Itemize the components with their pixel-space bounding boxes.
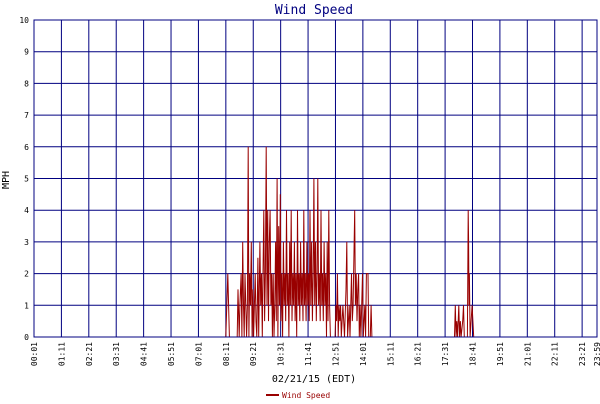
- y-tick-label: 4: [24, 206, 29, 215]
- x-tick-label: 23:21: [578, 342, 587, 366]
- y-tick-label: 7: [24, 111, 29, 120]
- grid-lines: [34, 20, 597, 337]
- y-tick-label: 3: [24, 238, 29, 247]
- x-tick-label: 04:41: [140, 342, 149, 366]
- x-tick-label: 12:51: [331, 342, 340, 366]
- x-tick-label: 07:01: [194, 342, 203, 366]
- y-tick-label: 2: [24, 270, 29, 279]
- x-tick-label: 15:11: [386, 342, 395, 366]
- x-tick-label: 14:01: [359, 342, 368, 366]
- y-tick-label: 9: [24, 48, 29, 57]
- x-tick-label: 23:59: [593, 342, 600, 366]
- x-tick-label: 11:41: [304, 342, 313, 366]
- y-tick-label: 8: [24, 79, 29, 88]
- plot-frame: [33, 19, 598, 338]
- x-tick-label: 01:11: [57, 342, 66, 366]
- x-tick-label: 17:31: [441, 342, 450, 366]
- x-tick-label: 21:01: [523, 342, 532, 366]
- y-axis-label: MPH: [1, 171, 12, 189]
- y-tick-label: 5: [24, 175, 29, 184]
- legend: Wind Speed: [266, 391, 330, 400]
- y-tick-labels: 0 1 2 3 4 5 6 7 8 9 10: [19, 16, 29, 342]
- x-tick-label: 19:51: [496, 342, 505, 366]
- x-tick-label: 09:21: [249, 342, 258, 366]
- x-tick-label: 03:31: [112, 342, 121, 366]
- legend-label-wind-speed: Wind Speed: [282, 391, 330, 400]
- x-tick-label: 02:21: [85, 342, 94, 366]
- y-tick-label: 0: [24, 333, 29, 342]
- x-tick-label: 10:31: [277, 342, 286, 366]
- y-tick-label: 10: [19, 16, 29, 25]
- x-tick-label: 05:51: [167, 342, 176, 366]
- x-tick-label: 00:01: [30, 342, 39, 366]
- x-tick-label: 22:11: [551, 342, 560, 366]
- x-tick-label: 08:11: [222, 342, 231, 366]
- series-line-wind-speed: [34, 146, 597, 338]
- x-tick-label: 18:41: [468, 342, 477, 366]
- y-tick-label: 1: [24, 301, 29, 310]
- x-tick-label: 16:21: [414, 342, 423, 366]
- chart-title: Wind Speed: [275, 3, 353, 18]
- x-axis-label: 02/21/15 (EDT): [272, 374, 356, 385]
- y-tick-label: 6: [24, 143, 29, 152]
- x-tick-labels: 00:01 01:11 02:21 03:31 04:41 05:51 07:01 08:11…: [30, 342, 600, 366]
